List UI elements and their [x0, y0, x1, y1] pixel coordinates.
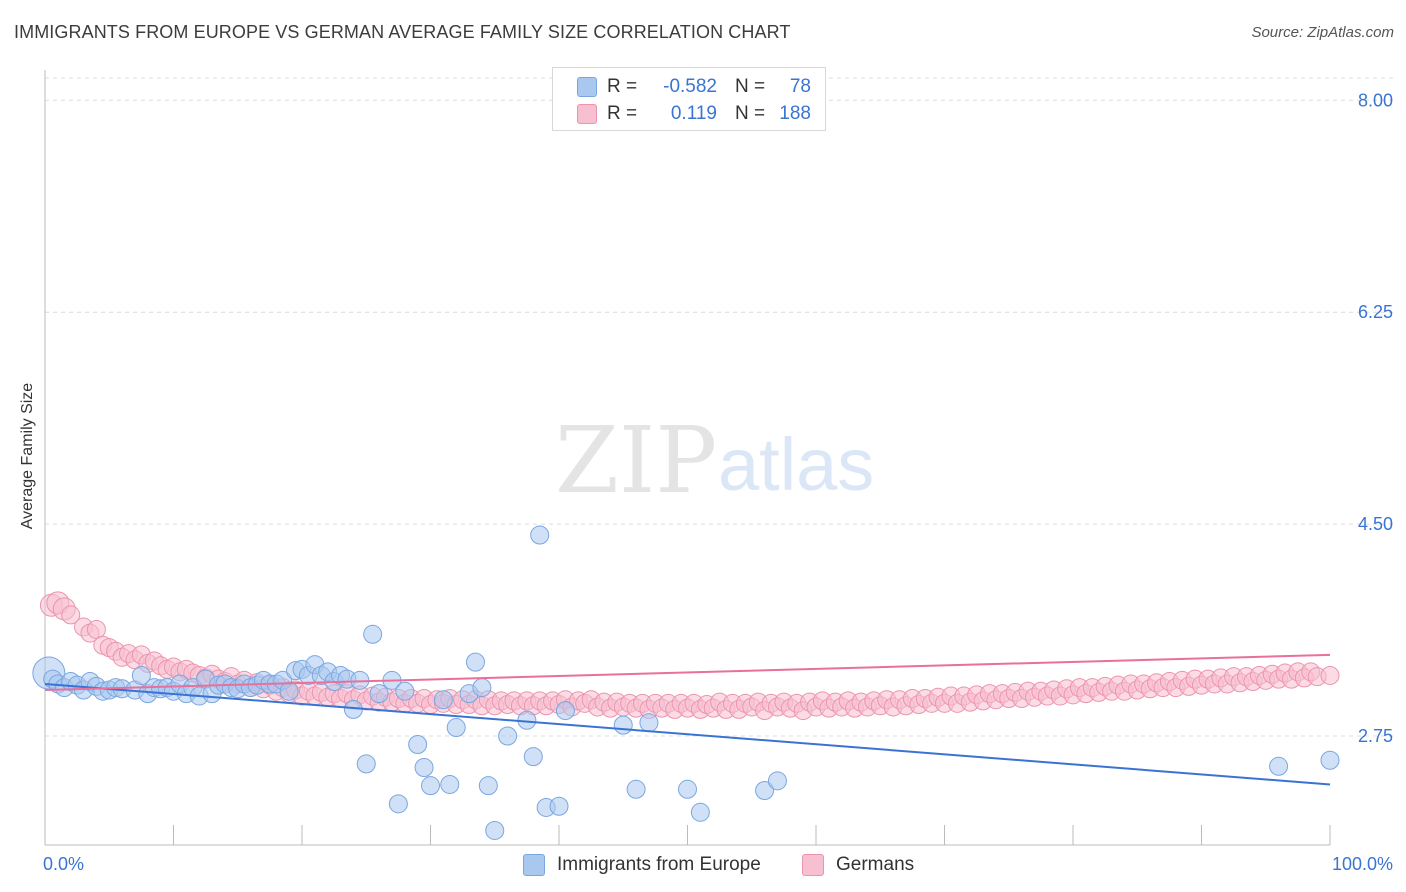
point-immigrants	[369, 684, 389, 704]
n-label: N =	[735, 76, 766, 97]
legend-row-immigrants: R = -0.582 N = 78	[577, 75, 811, 99]
point-immigrants	[408, 734, 428, 754]
point-immigrants	[767, 771, 787, 791]
trend-line-germans	[44, 653, 1331, 691]
r-value: -0.582	[663, 76, 717, 97]
point-immigrants	[279, 681, 299, 701]
point-immigrants	[388, 794, 408, 814]
correlation-legend: R = -0.582 N = 78 R = 0.119 N = 188	[552, 67, 826, 131]
x-tick-label-min: 0.0%	[43, 854, 84, 874]
legend-row-germans: R = 0.119 N = 188	[577, 102, 811, 126]
point-immigrants	[530, 525, 550, 545]
point-immigrants	[421, 776, 440, 796]
point-immigrants	[555, 701, 575, 721]
source-label: Source: ZipAtlas.com	[1251, 24, 1394, 41]
x-tick-label-max: 100.0%	[1332, 854, 1393, 874]
point-immigrants	[465, 652, 485, 672]
r-label: R =	[607, 76, 638, 97]
y-tick-label: 2.75	[1358, 726, 1393, 746]
point-immigrants	[472, 678, 492, 698]
point-immigrants	[131, 665, 151, 685]
point-immigrants	[549, 796, 569, 816]
n-label: N =	[735, 103, 766, 124]
point-germans	[61, 605, 81, 625]
trend-line-immigrants	[44, 682, 1331, 786]
legend-swatch-germans	[802, 854, 824, 876]
point-immigrants	[485, 820, 505, 840]
point-immigrants	[690, 802, 710, 822]
point-immigrants	[446, 718, 466, 738]
legend-label-immigrants: Immigrants from Europe	[557, 854, 761, 875]
y-axis-label: Average Family Size	[19, 382, 36, 530]
chart-title: IMMIGRANTS FROM EUROPE VS GERMAN AVERAGE…	[14, 22, 791, 42]
n-value: 78	[789, 76, 811, 97]
legend-swatch-immigrants	[523, 854, 545, 876]
point-immigrants	[613, 715, 633, 735]
point-immigrants	[395, 681, 415, 701]
point-immigrants	[356, 754, 376, 774]
y-tick-label: 6.25	[1358, 302, 1393, 322]
point-immigrants	[363, 624, 383, 644]
point-immigrants	[498, 726, 518, 746]
point-immigrants	[440, 774, 460, 794]
n-value: 188	[779, 103, 811, 124]
point-immigrants	[478, 776, 498, 796]
y-tick-label: 8.00	[1358, 90, 1393, 110]
legend-swatch-pink	[577, 104, 597, 124]
r-value: 0.119	[670, 103, 717, 124]
point-immigrants	[1320, 750, 1340, 770]
point-immigrants	[1269, 756, 1289, 776]
y-tick-label: 4.50	[1358, 514, 1393, 534]
watermark-atlas: atlas	[718, 423, 874, 506]
legend-item-immigrants: Immigrants from Europe	[523, 852, 761, 878]
point-immigrants	[678, 779, 697, 799]
point-immigrants	[414, 758, 434, 777]
point-immigrants	[433, 690, 453, 710]
point-immigrants	[639, 713, 659, 733]
point-immigrants	[523, 747, 543, 767]
legend-swatch-blue	[577, 77, 597, 97]
point-germans	[1320, 665, 1340, 685]
point-immigrants	[626, 779, 646, 799]
watermark-zip: ZIP	[555, 407, 717, 514]
legend-label-germans: Germans	[836, 854, 915, 875]
legend-item-germans: Germans	[802, 852, 914, 878]
point-immigrants	[755, 781, 775, 801]
r-label: R =	[607, 103, 638, 124]
